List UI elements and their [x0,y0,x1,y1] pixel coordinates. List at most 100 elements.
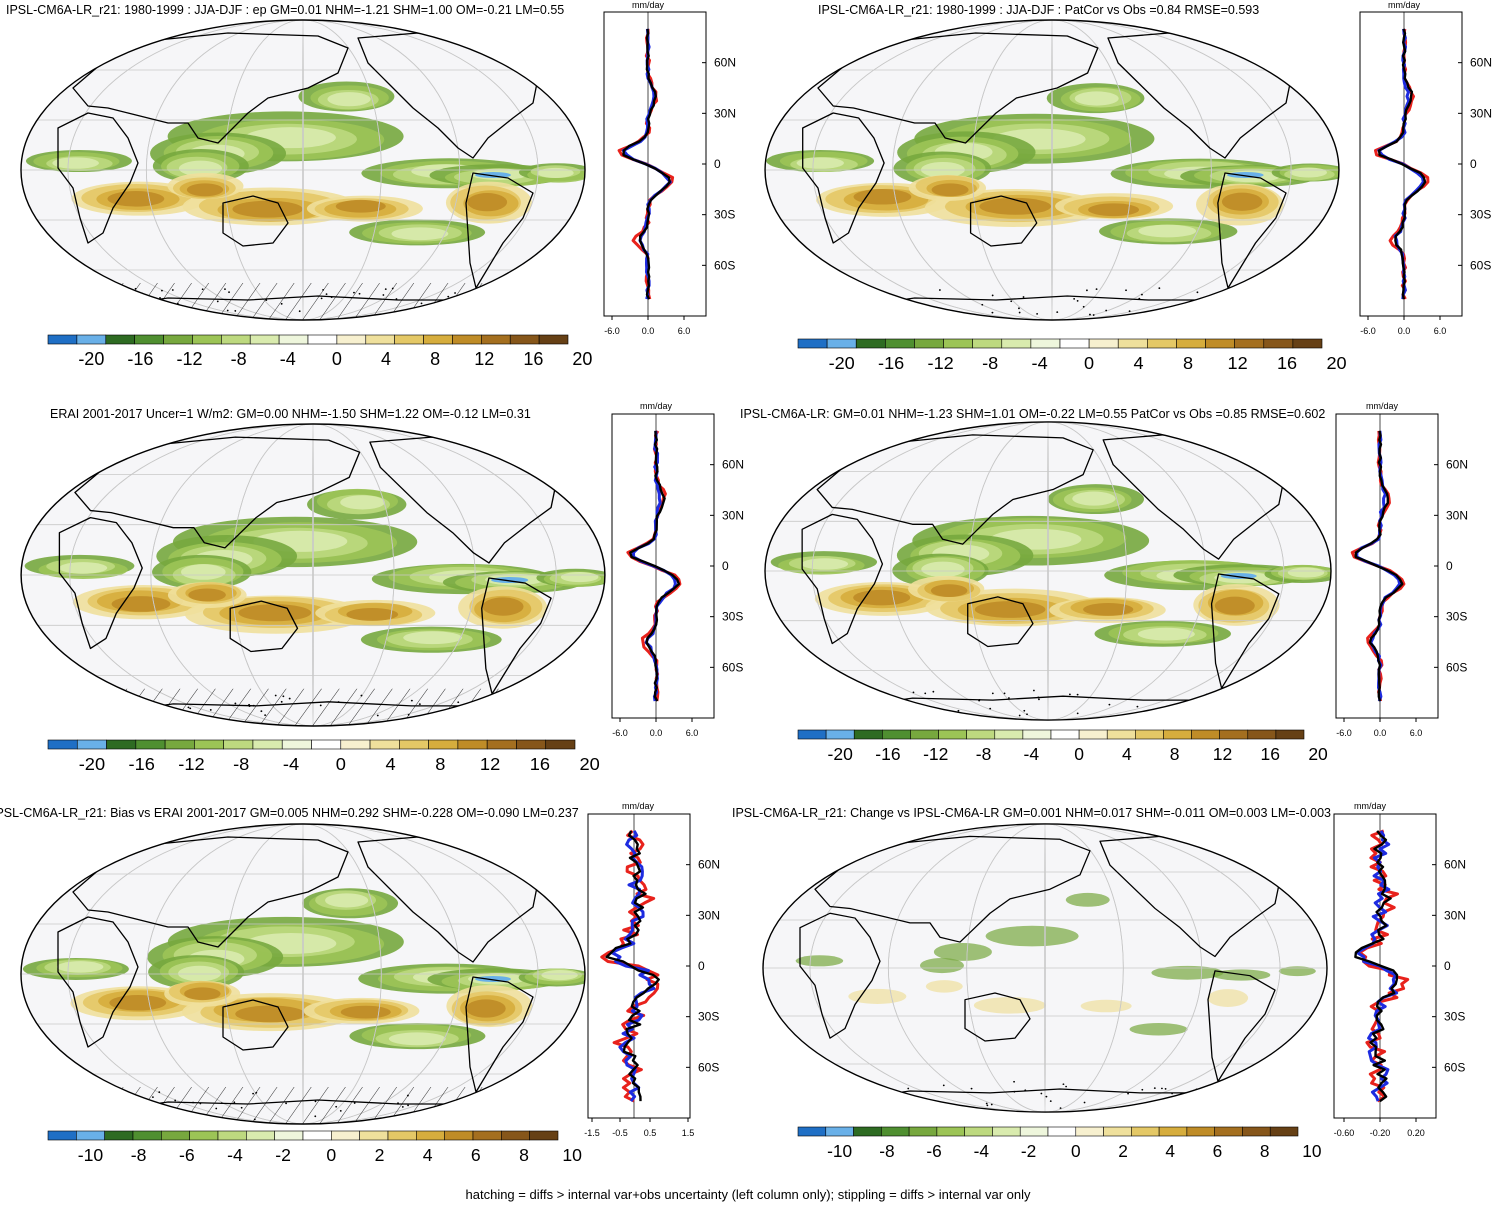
south-america-outline [465,172,534,289]
contour-fill [925,980,963,993]
contour-fill [186,183,224,197]
lat-label: 30N [722,508,744,522]
stipple-dot [876,301,878,304]
colorbar: -20 -16 -12 -8 -4 0 4 8 12 16 20 [47,739,600,774]
colorbar-cell [1022,729,1052,740]
contour-fill [109,995,167,1011]
colorbar-cell [1117,338,1148,349]
contour-fill [979,197,1052,215]
stipple-dot [1045,1095,1048,1098]
zonal-mean-profile: 60N 30N 0 30S 60S -1.5 -0.5 0.5 1.5 [584,813,720,1138]
colorbar-cell [47,334,78,345]
colorbar-label: 0 [1071,1141,1081,1161]
stipple-dot [1244,1099,1247,1102]
colorbar-label: 8 [1260,1141,1270,1161]
africa-outline [801,513,884,645]
colorbar-label: -12 [928,353,954,373]
stipple-dot [146,305,149,307]
contour-fill [930,584,968,597]
contour-fill [541,970,578,981]
stipple-dot [868,304,870,306]
colorbar-label: -12 [177,349,203,369]
colorbar-label: 2 [375,1145,385,1165]
colorbar: -20 -16 -12 -8 -4 0 4 8 12 16 20 [797,729,1328,764]
hatching [21,283,585,320]
lat-label: 60N [714,56,736,70]
lat-label: 0 [1446,559,1453,573]
stipple-dot [870,294,873,296]
x-label: -1.5 [584,1128,600,1138]
colorbar-label: 4 [381,349,391,369]
profile-frame [603,11,707,317]
eurasia-outline [816,434,1094,545]
colorbar-label: -20 [828,744,853,764]
unit-label: mm/day [622,801,655,811]
stipple-dot [464,1105,467,1108]
stipple-dot [1229,1105,1231,1107]
stipple-dot [895,703,898,706]
eurasia-outline [817,32,1099,144]
colorbar-label: 0 [326,1145,336,1165]
stipple-dot [460,719,463,722]
stipple-dot [1185,710,1188,713]
contour-fill [465,999,506,1018]
colorbar-cell [163,334,193,345]
x-label: 0.0 [650,728,663,738]
colorbar-cell [545,739,576,750]
contour-fill [795,955,844,967]
stipple-dot [507,694,510,697]
contour-fill [796,157,844,169]
lat-label: 60S [1446,660,1467,674]
stipple-dot [911,302,914,305]
lat-label: 60S [714,258,735,272]
contour-fill [931,183,969,197]
colorbar-cell [135,739,166,750]
stipple-dot [1185,710,1188,713]
panel-title: IPSL-CM6A-LR_r21: Change vs IPSL-CM6A-LR… [732,806,1332,820]
stipple-dot [1242,1098,1245,1101]
world-map [764,421,1332,721]
colorbar-cell [76,1130,105,1141]
colorbar-label: -6 [926,1141,942,1161]
stipple-dot [884,1091,887,1093]
stipple-dot [111,707,114,709]
stipple-dot [1108,703,1111,706]
panel-title: IPSL-CM6A-LR_r21: 1980-1999 : JJA-DJF : … [818,3,1260,17]
contour-fill [1080,999,1132,1013]
unit-label: mm/day [1388,0,1421,10]
world-map [764,19,1340,321]
map-border [762,823,1328,1113]
stipple-dot [1164,1088,1167,1090]
stipple-dot [498,302,501,305]
stipple-dot [1024,1089,1027,1092]
lat-label: 60N [1446,458,1468,472]
x-label: 0.5 [644,1128,657,1138]
stipple-dot [907,1087,910,1090]
colorbar-label: 8 [1183,353,1193,373]
stipple-dot [409,1115,411,1118]
diff-line [622,28,671,300]
colorbar-cell [134,334,164,345]
colorbar: -20 -16 -12 -8 -4 0 4 8 12 16 20 [797,338,1347,373]
colorbar-label: 20 [572,349,592,369]
contour-fill [1207,989,1249,1007]
australia-outline [222,999,289,1051]
stipple-dot [1092,314,1095,316]
world-map [20,423,606,727]
colorbar-cell [797,338,828,349]
colorbar-cell [331,1130,360,1141]
colorbar-cell [966,729,996,740]
colorbar-cell [274,1130,304,1141]
colorbar-label: -2 [1021,1141,1036,1161]
colorbar-cell [365,334,395,345]
colorbar-cell [853,1126,882,1137]
stipple-dot [989,707,992,710]
colorbar-cell [853,729,883,740]
stipple-dot [518,702,521,705]
panel-title: ERAI 2001-2017 Uncer=1 W/m2: GM=0.00 NHM… [50,407,531,421]
stipple-dot [1010,300,1013,303]
colorbar: -20 -16 -12 -8 -4 0 4 8 12 16 20 [47,334,592,369]
lat-label: 60N [722,458,744,472]
stipple-dot [1003,692,1006,695]
colorbar-cell [992,1126,1021,1137]
